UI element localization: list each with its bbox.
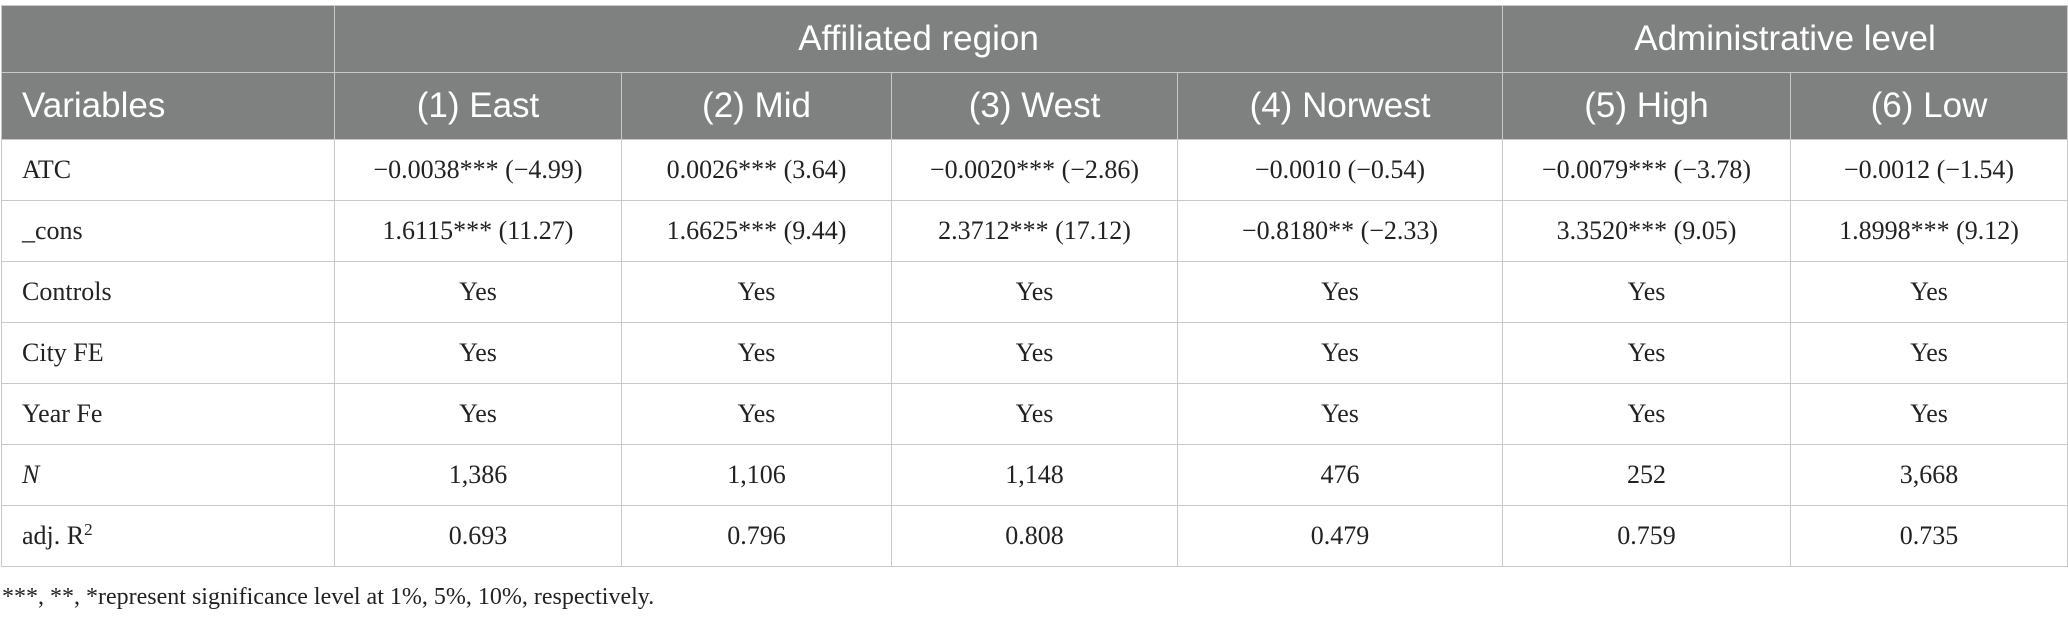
table-cell: Yes bbox=[335, 262, 622, 323]
row-label: Controls bbox=[2, 262, 335, 323]
column-header-norwest: (4) Norwest bbox=[1178, 73, 1503, 140]
table-cell: 0.735 bbox=[1791, 506, 2068, 567]
table-cell: Yes bbox=[1178, 384, 1503, 445]
table-cell: −0.0038*** (−4.99) bbox=[335, 140, 622, 201]
table-row-adj-r2: adj. R2 0.693 0.796 0.808 0.479 0.759 0.… bbox=[2, 506, 2068, 567]
table-cell: Yes bbox=[1503, 323, 1791, 384]
table-row-n: N 1,386 1,106 1,148 476 252 3,668 bbox=[2, 445, 2068, 506]
column-header-variables: Variables bbox=[2, 73, 335, 140]
group-header-empty bbox=[2, 6, 335, 73]
table-cell: Yes bbox=[1503, 262, 1791, 323]
table-cell: 0.808 bbox=[892, 506, 1178, 567]
table-cell: Yes bbox=[335, 323, 622, 384]
table-cell: Yes bbox=[1178, 262, 1503, 323]
row-label: Year Fe bbox=[2, 384, 335, 445]
table-cell: Yes bbox=[892, 323, 1178, 384]
table-cell: Yes bbox=[622, 384, 892, 445]
table-cell: 0.479 bbox=[1178, 506, 1503, 567]
table-cell: −0.0010 (−0.54) bbox=[1178, 140, 1503, 201]
table-row-year-fe: Year Fe Yes Yes Yes Yes Yes Yes bbox=[2, 384, 2068, 445]
table-cell: −0.0079*** (−3.78) bbox=[1503, 140, 1791, 201]
table-cell: Yes bbox=[892, 262, 1178, 323]
table-cell: 1,106 bbox=[622, 445, 892, 506]
superscript: 2 bbox=[84, 520, 93, 539]
table-cell: Yes bbox=[622, 262, 892, 323]
table-cell: −0.0020*** (−2.86) bbox=[892, 140, 1178, 201]
row-label: City FE bbox=[2, 323, 335, 384]
row-label: ATC bbox=[2, 140, 335, 201]
table-row-controls: Controls Yes Yes Yes Yes Yes Yes bbox=[2, 262, 2068, 323]
table-cell: 0.0026*** (3.64) bbox=[622, 140, 892, 201]
table-cell: Yes bbox=[335, 384, 622, 445]
table-footnote: ***, **, *represent significance level a… bbox=[2, 584, 654, 611]
table-cell: 3.3520*** (9.05) bbox=[1503, 201, 1791, 262]
table-cell: 252 bbox=[1503, 445, 1791, 506]
table-row-cons: _cons 1.6115*** (11.27) 1.6625*** (9.44)… bbox=[2, 201, 2068, 262]
table-cell: Yes bbox=[892, 384, 1178, 445]
column-header-mid: (2) Mid bbox=[622, 73, 892, 140]
table-cell: 0.693 bbox=[335, 506, 622, 567]
row-label: adj. R2 bbox=[2, 506, 335, 567]
table-cell: 1.6625*** (9.44) bbox=[622, 201, 892, 262]
table-cell: Yes bbox=[1791, 323, 2068, 384]
table-row-city-fe: City FE Yes Yes Yes Yes Yes Yes bbox=[2, 323, 2068, 384]
table-cell: 1,148 bbox=[892, 445, 1178, 506]
column-header-east: (1) East bbox=[335, 73, 622, 140]
table-cell: 0.796 bbox=[622, 506, 892, 567]
table-cell: Yes bbox=[1503, 384, 1791, 445]
table-row-atc: ATC −0.0038*** (−4.99) 0.0026*** (3.64) … bbox=[2, 140, 2068, 201]
table-cell: 2.3712*** (17.12) bbox=[892, 201, 1178, 262]
table-cell: 1,386 bbox=[335, 445, 622, 506]
column-header-row: Variables (1) East (2) Mid (3) West (4) … bbox=[2, 73, 2068, 140]
column-header-high: (5) High bbox=[1503, 73, 1791, 140]
row-label: _cons bbox=[2, 201, 335, 262]
group-header-affiliated-region: Affiliated region bbox=[335, 6, 1503, 73]
table-cell: Yes bbox=[1791, 384, 2068, 445]
table-cell: 0.759 bbox=[1503, 506, 1791, 567]
table-cell: 476 bbox=[1178, 445, 1503, 506]
row-label: N bbox=[2, 445, 335, 506]
row-label-text: adj. R bbox=[22, 521, 84, 550]
column-header-low: (6) Low bbox=[1791, 73, 2068, 140]
table-cell: 1.6115*** (11.27) bbox=[335, 201, 622, 262]
table-cell: 3,668 bbox=[1791, 445, 2068, 506]
group-header-row: Affiliated region Administrative level bbox=[2, 6, 2068, 73]
table-container: Affiliated region Administrative level V… bbox=[0, 0, 2068, 567]
table-cell: Yes bbox=[622, 323, 892, 384]
column-header-west: (3) West bbox=[892, 73, 1178, 140]
table-cell: −0.0012 (−1.54) bbox=[1791, 140, 2068, 201]
table-cell: −0.8180** (−2.33) bbox=[1178, 201, 1503, 262]
table-cell: Yes bbox=[1178, 323, 1503, 384]
table-cell: 1.8998*** (9.12) bbox=[1791, 201, 2068, 262]
table-cell: Yes bbox=[1791, 262, 2068, 323]
group-header-administrative-level: Administrative level bbox=[1503, 6, 2068, 73]
regression-table: Affiliated region Administrative level V… bbox=[1, 5, 2068, 567]
